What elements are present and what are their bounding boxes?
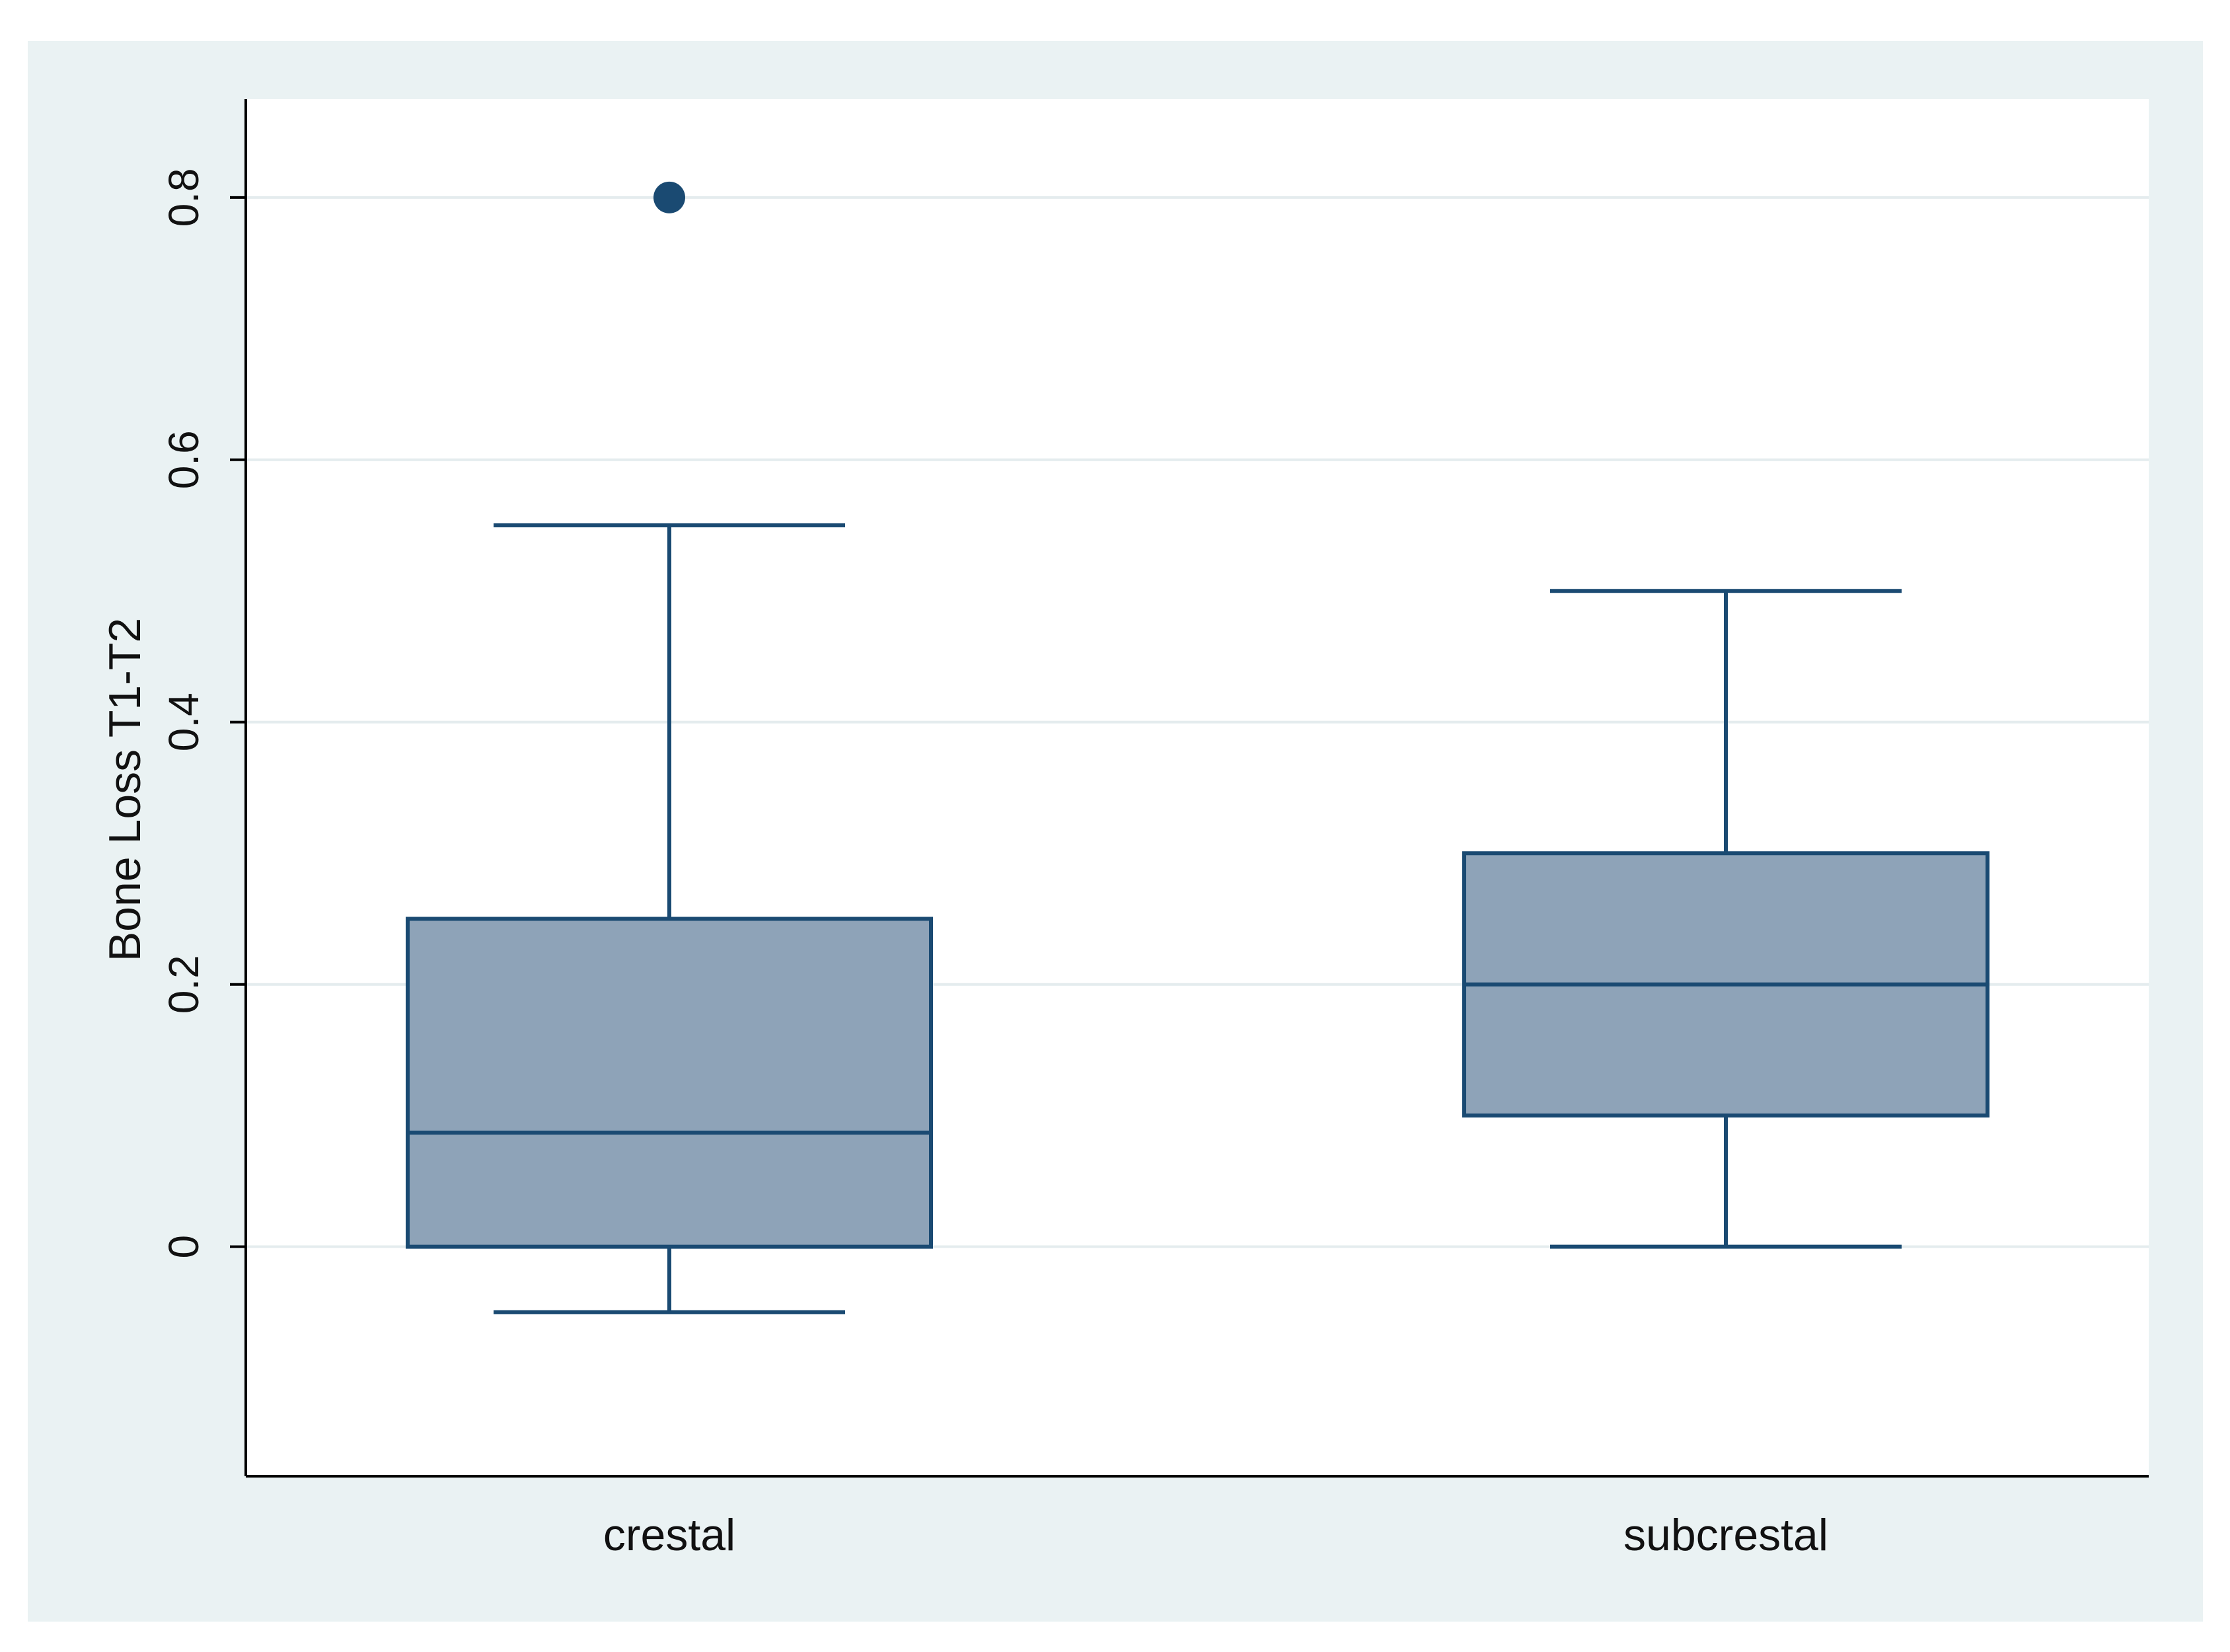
boxes: crestal subcrestal [406, 181, 1989, 1560]
y-axis-label: Bone Loss T1-T2 [100, 618, 150, 961]
x-tick-label-crestal: crestal [603, 1510, 735, 1560]
outlier-point-crestal-0 [653, 181, 685, 213]
y-tick-label-0: 0 [160, 1235, 207, 1259]
iqr-box-crestal [406, 917, 933, 1249]
box-subcrestal: subcrestal [1462, 589, 1989, 1560]
x-tick-label-subcrestal: subcrestal [1623, 1510, 1828, 1560]
plot-area [246, 99, 2149, 1476]
y-tick-label-2: 0.4 [160, 693, 207, 751]
box-crestal: crestal [406, 181, 933, 1560]
y-tick-label-3: 0.6 [160, 430, 207, 489]
axes: 0 0.2 0.4 0.6 0.8 [160, 99, 2149, 1478]
y-tick-label-4: 0.8 [160, 168, 207, 227]
labels: Bone Loss T1-T2 [100, 618, 150, 961]
y-tick-label-1: 0.2 [160, 955, 207, 1014]
